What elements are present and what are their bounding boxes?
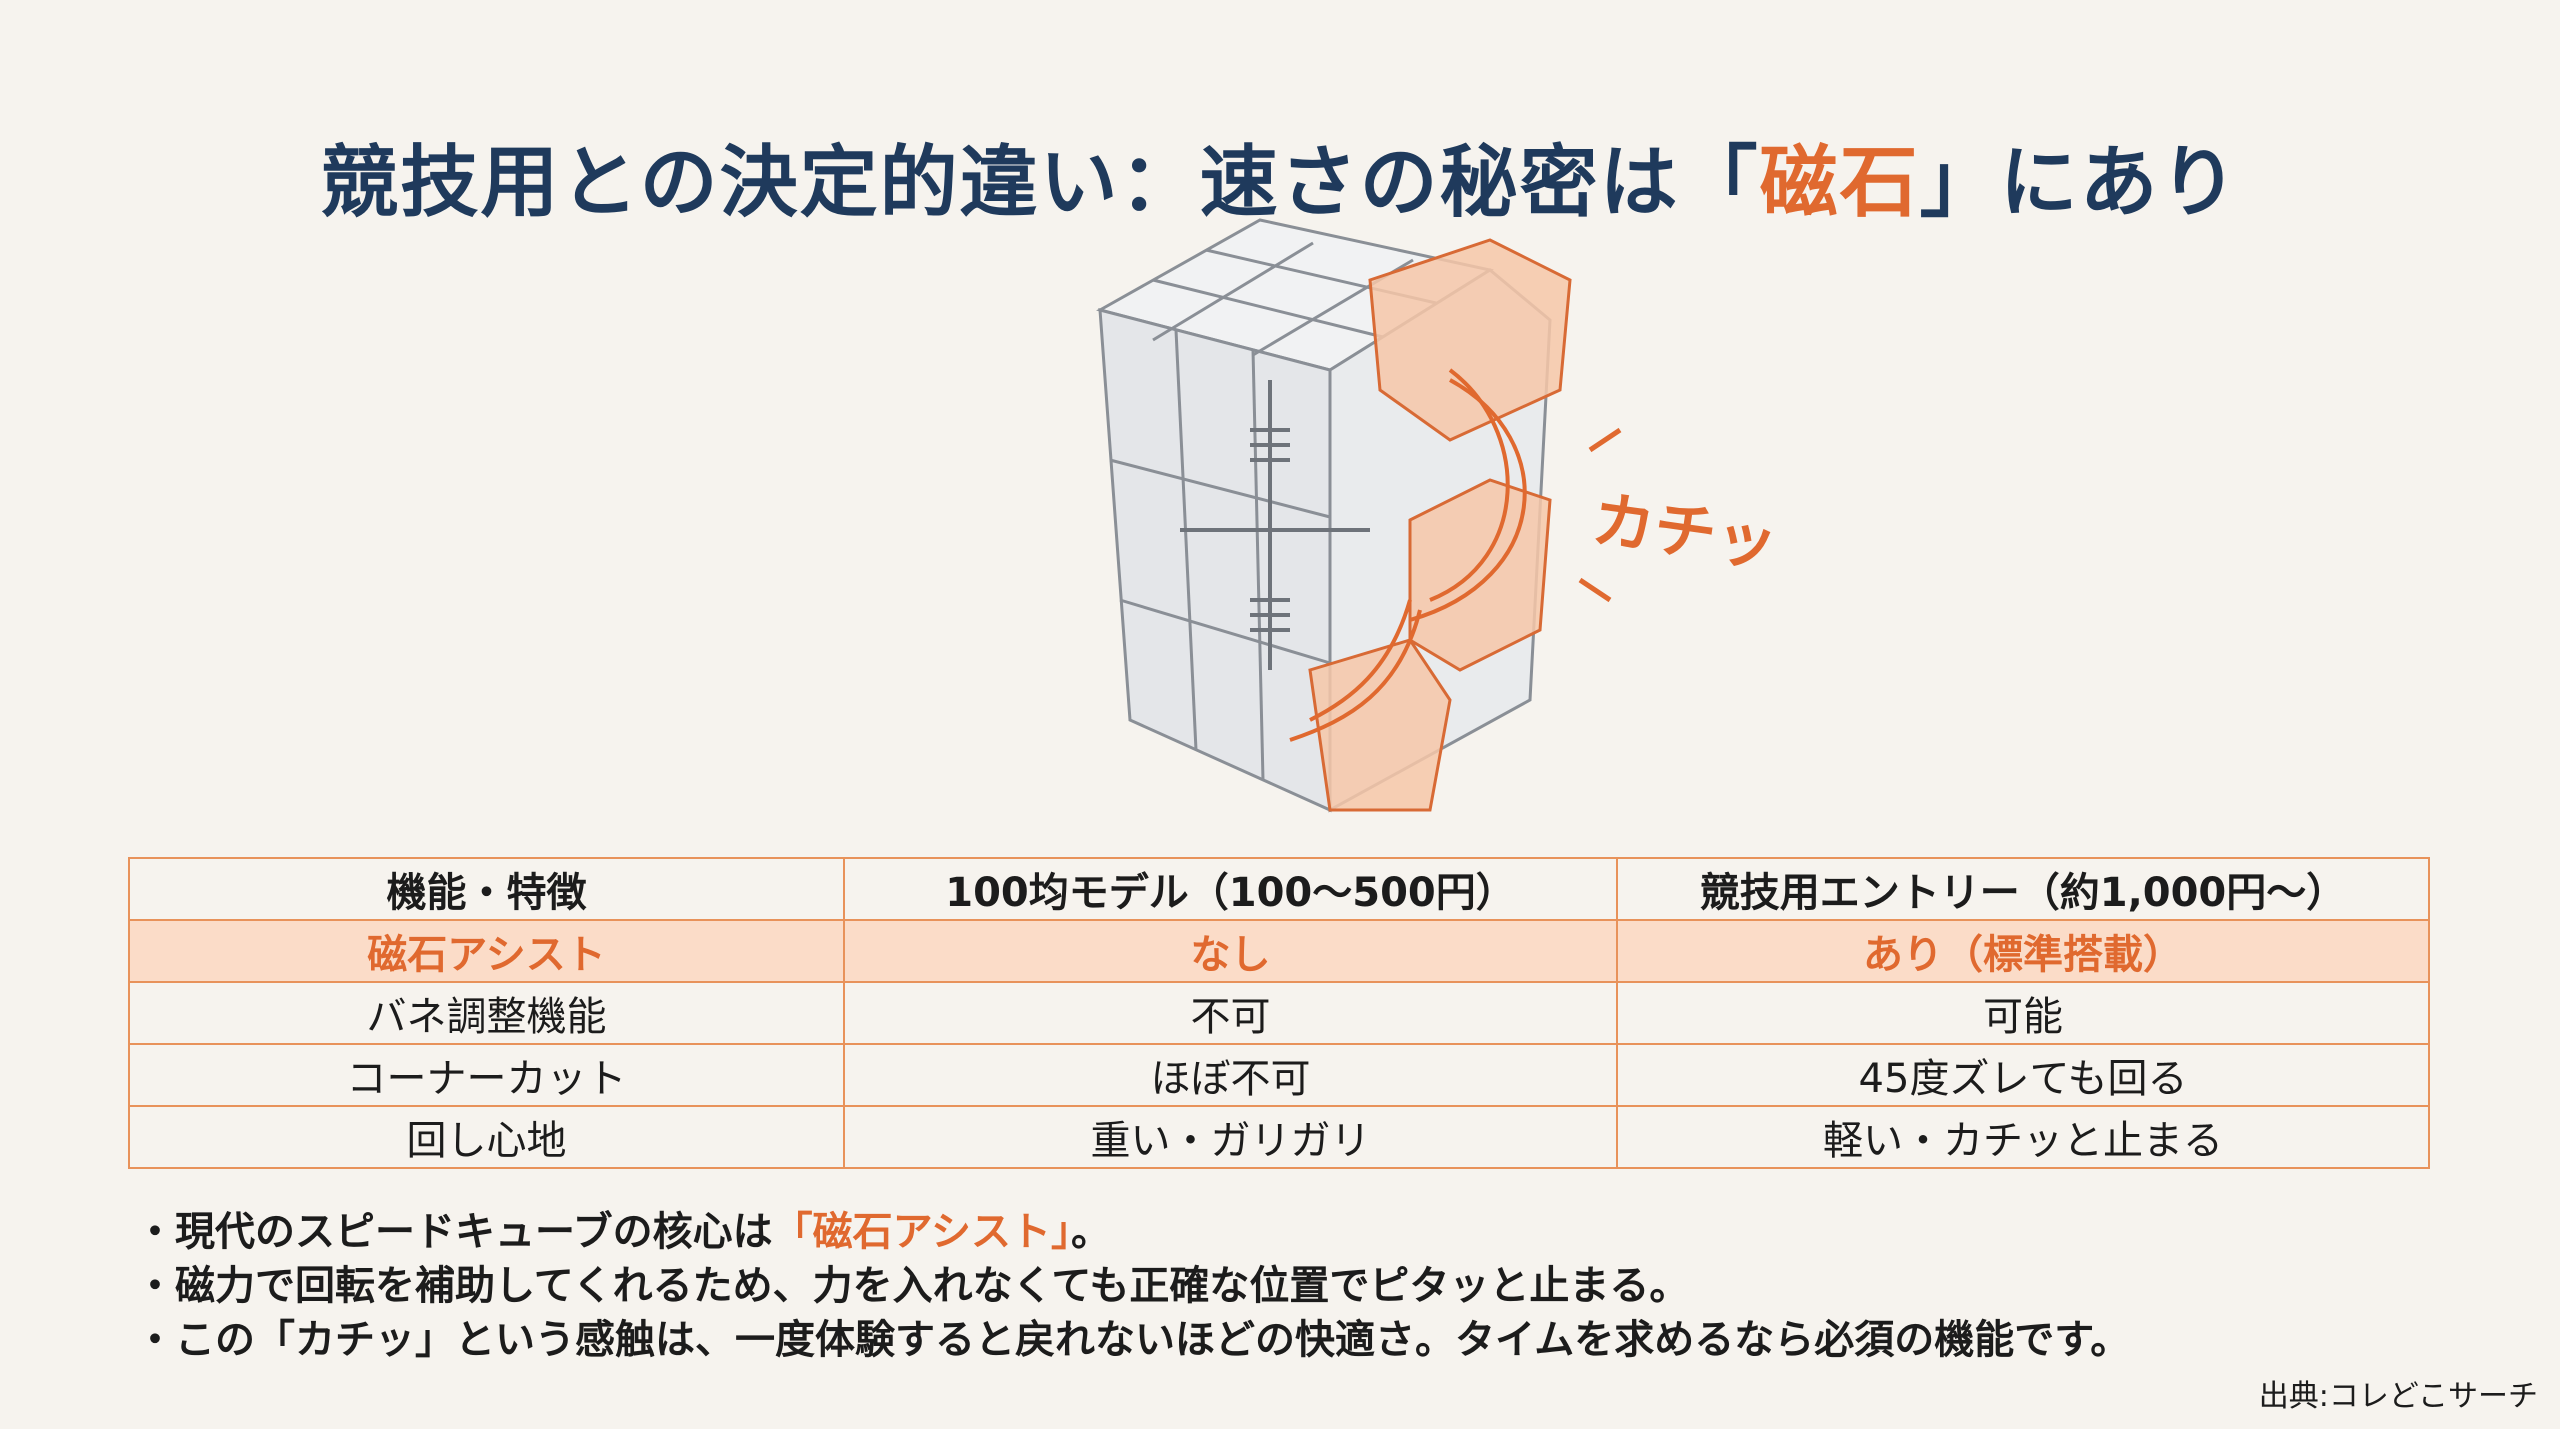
bullet-item: ・磁力で回転を補助してくれるため、力を入れなくても正確な位置でピタッと止まる。 (135, 1263, 1690, 1309)
page-title: 競技用との決定的違い：速さの秘密は「磁石」にあり (0, 120, 2560, 232)
source-credit: 出典:コレどこサーチ (2258, 1379, 2538, 1414)
header-cell: 競技用エントリー（約1,000円〜） (1616, 857, 2430, 921)
table-cell: 磁石アシスト (128, 919, 845, 983)
table-cell: 軽い・カチッと止まる (1616, 1105, 2430, 1169)
bullet-item: ・この「カチッ」という感触は、一度体験すると戻れないほどの快適さ。タイムを求める… (135, 1317, 2131, 1363)
table-cell: バネ調整機能 (128, 981, 845, 1045)
bullet-text-end: 。 (1071, 1209, 1112, 1255)
bullet-list: ・現代のスピードキューブの核心は「磁石アシスト」。 ・磁力で回転を補助してくれる… (135, 1205, 2130, 1367)
bullet-item: ・現代のスピードキューブの核心は「磁石アシスト」。 (135, 1205, 2130, 1259)
title-text: 競技用との決定的違い：速さの秘密は「 (320, 138, 1760, 229)
table-cell: あり（標準搭載） (1616, 919, 2430, 983)
table-row-highlight: 磁石アシスト なし あり（標準搭載） (128, 919, 2430, 983)
table-cell: なし (843, 919, 1618, 983)
sound-label: カチッ (1588, 483, 1782, 581)
table-cell: 回し心地 (128, 1105, 845, 1169)
table-cell: 可能 (1616, 981, 2430, 1045)
comparison-table: 機能・特徴 100均モデル（100〜500円） 競技用エントリー（約1,000円… (128, 857, 2430, 1169)
table-cell: 重い・ガリガリ (843, 1105, 1618, 1169)
header-cell: 機能・特徴 (128, 857, 845, 921)
table-row: コーナーカット ほぼ不可 45度ズレても回る (128, 1043, 2430, 1107)
magnetic-cube-illustration: カチッ (1096, 218, 1782, 813)
table-row: バネ調整機能 不可 可能 (128, 981, 2430, 1045)
title-highlight: 磁石 (1759, 138, 1920, 229)
bullet-highlight: 「磁石アシスト」 (772, 1209, 1072, 1255)
table-cell: コーナーカット (128, 1043, 845, 1107)
title-text-end: 」にあり (1919, 138, 2240, 229)
bullet-text: ・現代のスピードキューブの核心は (135, 1209, 773, 1255)
header-cell: 100均モデル（100〜500円） (843, 857, 1618, 921)
table-cell: 不可 (843, 981, 1618, 1045)
table-header-row: 機能・特徴 100均モデル（100〜500円） 競技用エントリー（約1,000円… (128, 857, 2430, 921)
table-cell: 45度ズレても回る (1616, 1043, 2430, 1107)
table-row: 回し心地 重い・ガリガリ 軽い・カチッと止まる (128, 1105, 2430, 1169)
table-cell: ほぼ不可 (843, 1043, 1618, 1107)
